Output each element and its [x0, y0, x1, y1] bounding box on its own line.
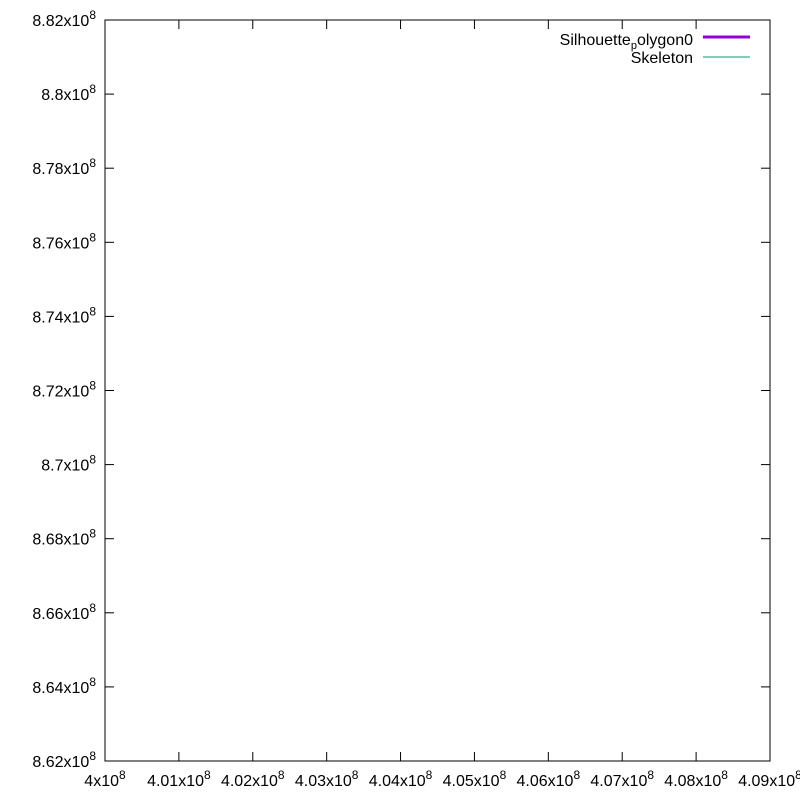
y-tick-label-4: 8.7x108: [41, 453, 96, 475]
y-tick-label-8: 8.78x108: [32, 156, 96, 178]
y-tick-label-3: 8.68x108: [32, 527, 96, 549]
y-tick-label-10: 8.82x108: [32, 8, 96, 30]
x-tick-label-1: 4.01x108: [147, 768, 211, 790]
y-tick-label-9: 8.8x108: [41, 82, 96, 104]
x-tick-label-0: 4x108: [84, 768, 126, 790]
y-tick-label-1: 8.64x108: [32, 675, 96, 697]
x-tick-label-6: 4.06x108: [517, 768, 581, 790]
legend-label-silhouette: Silhouettepolygon0: [560, 32, 693, 52]
plot-frame: [104, 19, 771, 762]
x-tick-label-7: 4.07x108: [590, 768, 654, 790]
x-tick-label-8: 4.08x108: [664, 768, 728, 790]
legend-label-skeleton: Skeleton: [631, 50, 693, 67]
y-tick-label-2: 8.66x108: [32, 601, 96, 623]
x-axis: 4x108 4.01x108 4.02x108 4.03x108 4.04x108 4.0…: [84, 20, 800, 790]
y-tick-label-6: 8.74x108: [32, 304, 96, 326]
x-tick-label-3: 4.03x108: [295, 768, 359, 790]
x-tick-label-2: 4.02x108: [221, 768, 285, 790]
x-tick-label-5: 4.05x108: [443, 768, 507, 790]
x-tick-label-9: 4.09x108: [738, 768, 800, 790]
y-axis: 8.62x108 8.64x108 8.66x108 8.68x108 8.7x108 8…: [32, 8, 770, 771]
y-tick-label-5: 8.72x108: [32, 379, 96, 401]
plot-area: [104, 19, 771, 762]
x-tick-label-4: 4.04x108: [369, 768, 433, 790]
y-tick-label-0: 8.62x108: [32, 749, 96, 771]
legend: Silhouettepolygon0 Skeleton: [560, 32, 750, 67]
y-tick-label-7: 8.76x108: [32, 230, 96, 252]
